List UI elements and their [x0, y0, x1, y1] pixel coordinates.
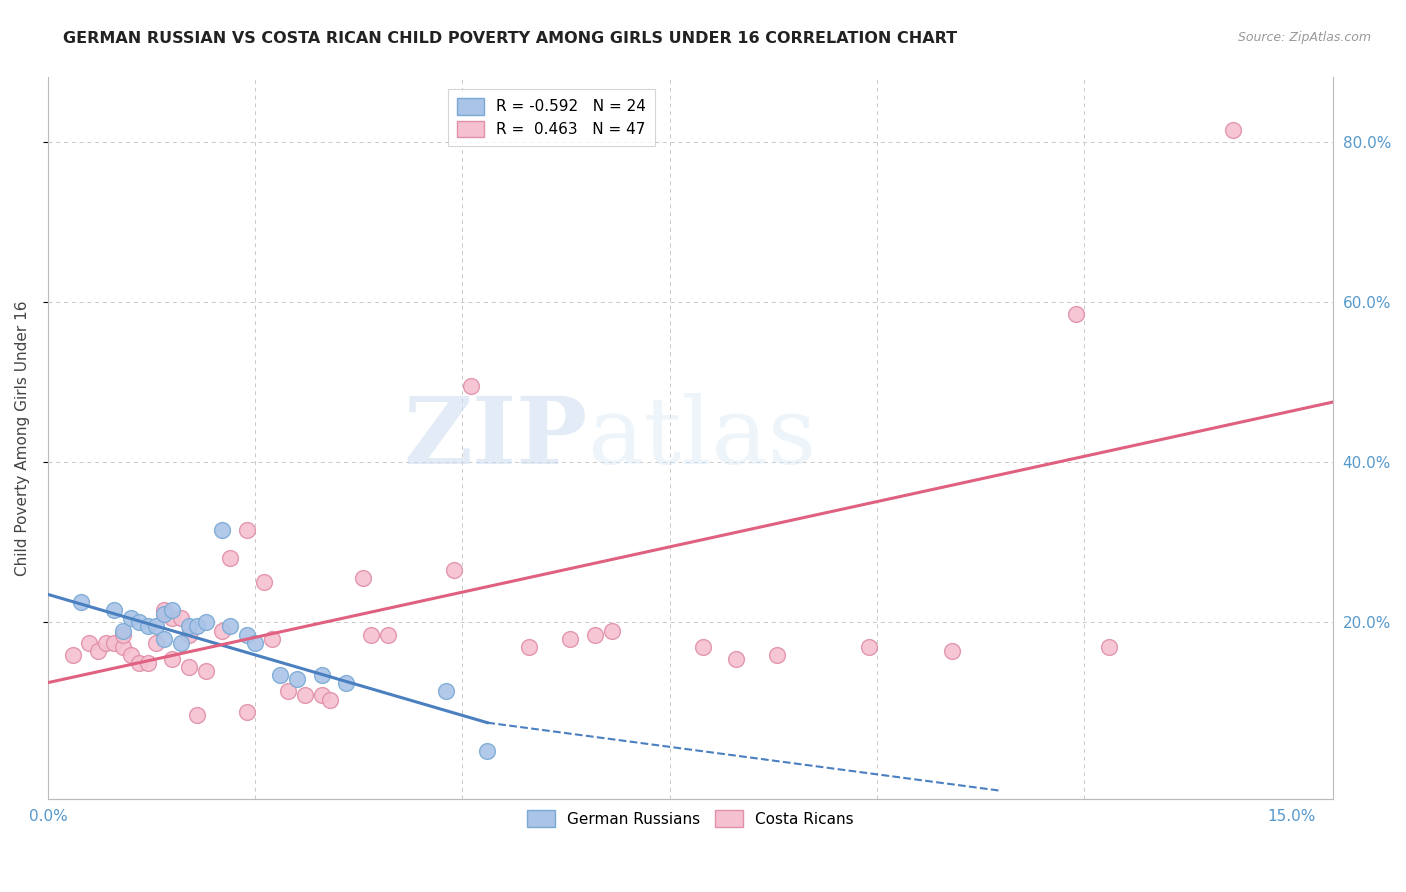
Point	[111, 627, 134, 641]
Point	[153, 607, 176, 622]
Point	[177, 627, 200, 641]
Point	[600, 624, 623, 638]
Point	[62, 648, 84, 662]
Point	[87, 643, 110, 657]
Point	[277, 683, 299, 698]
Point	[335, 675, 357, 690]
Point	[219, 619, 242, 633]
Point	[170, 635, 193, 649]
Point	[162, 611, 184, 625]
Point	[1222, 122, 1244, 136]
Point	[252, 575, 274, 590]
Point	[377, 627, 399, 641]
Point	[136, 656, 159, 670]
Point	[162, 651, 184, 665]
Point	[153, 603, 176, 617]
Text: GERMAN RUSSIAN VS COSTA RICAN CHILD POVERTY AMONG GIRLS UNDER 16 CORRELATION CHA: GERMAN RUSSIAN VS COSTA RICAN CHILD POVE…	[63, 31, 957, 46]
Point	[153, 632, 176, 646]
Text: Source: ZipAtlas.com: Source: ZipAtlas.com	[1237, 31, 1371, 45]
Point	[236, 524, 259, 538]
Point	[186, 619, 208, 633]
Point	[103, 603, 125, 617]
Point	[211, 624, 233, 638]
Point	[560, 632, 582, 646]
Point	[128, 615, 150, 630]
Point	[103, 635, 125, 649]
Point	[111, 624, 134, 638]
Point	[269, 667, 291, 681]
Point	[583, 627, 606, 641]
Point	[1064, 307, 1087, 321]
Point	[434, 683, 457, 698]
Y-axis label: Child Poverty Among Girls Under 16: Child Poverty Among Girls Under 16	[15, 301, 30, 576]
Point	[517, 640, 540, 654]
Point	[692, 640, 714, 654]
Point	[360, 627, 382, 641]
Text: ZIP: ZIP	[404, 393, 588, 483]
Point	[260, 632, 283, 646]
Point	[79, 635, 101, 649]
Point	[120, 611, 142, 625]
Point	[311, 667, 333, 681]
Point	[120, 648, 142, 662]
Point	[766, 648, 789, 662]
Point	[94, 635, 117, 649]
Point	[245, 635, 267, 649]
Point	[145, 635, 167, 649]
Point	[194, 664, 217, 678]
Point	[460, 379, 482, 393]
Text: atlas: atlas	[588, 393, 817, 483]
Point	[153, 607, 176, 622]
Point	[128, 656, 150, 670]
Point	[145, 619, 167, 633]
Point	[177, 619, 200, 633]
Point	[211, 524, 233, 538]
Point	[162, 603, 184, 617]
Point	[285, 672, 308, 686]
Point	[477, 744, 499, 758]
Point	[352, 571, 374, 585]
Point	[443, 563, 465, 577]
Point	[236, 705, 259, 719]
Point	[319, 693, 342, 707]
Point	[194, 615, 217, 630]
Legend: German Russians, Costa Ricans: German Russians, Costa Ricans	[520, 803, 862, 835]
Point	[858, 640, 880, 654]
Point	[111, 640, 134, 654]
Point	[170, 611, 193, 625]
Point	[1098, 640, 1121, 654]
Point	[311, 688, 333, 702]
Point	[294, 688, 316, 702]
Point	[724, 651, 747, 665]
Point	[177, 659, 200, 673]
Point	[236, 627, 259, 641]
Point	[70, 595, 93, 609]
Point	[941, 643, 963, 657]
Point	[186, 707, 208, 722]
Point	[136, 619, 159, 633]
Point	[219, 551, 242, 566]
